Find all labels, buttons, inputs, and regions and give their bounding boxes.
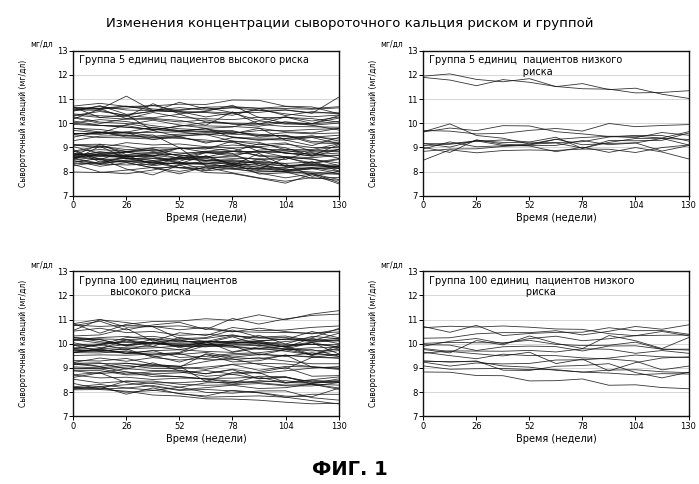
Text: Сывороточный кальций (мг/дл): Сывороточный кальций (мг/дл): [368, 280, 377, 408]
X-axis label: Время (недели): Время (недели): [166, 434, 246, 443]
Text: Группа 5 единиц  пациентов низкого
                              риска: Группа 5 единиц пациентов низкого риска: [428, 55, 622, 77]
X-axis label: Время (недели): Время (недели): [166, 213, 246, 223]
X-axis label: Время (недели): Время (недели): [516, 434, 596, 443]
Text: Сывороточный кальций (мг/дл): Сывороточный кальций (мг/дл): [18, 280, 27, 408]
Text: Сывороточный кальций (мг/дл): Сывороточный кальций (мг/дл): [18, 60, 27, 187]
Text: мг/дл: мг/дл: [30, 261, 53, 270]
Text: мг/дл: мг/дл: [380, 40, 403, 49]
Text: ФИГ. 1: ФИГ. 1: [312, 460, 387, 479]
Text: Группа 100 единиц пациентов
          высокого риска: Группа 100 единиц пациентов высокого рис…: [79, 275, 237, 297]
Text: мг/дл: мг/дл: [30, 40, 53, 49]
X-axis label: Время (недели): Время (недели): [516, 213, 596, 223]
Text: Группа 100 единиц  пациентов низкого
                               риска: Группа 100 единиц пациентов низкого риск…: [428, 275, 634, 297]
Text: Изменения концентрации сывороточного кальция риском и группой: Изменения концентрации сывороточного кал…: [106, 17, 593, 30]
Text: Группа 5 единиц пациентов высокого риска: Группа 5 единиц пациентов высокого риска: [79, 55, 308, 65]
Text: Сывороточный кальций (мг/дл): Сывороточный кальций (мг/дл): [368, 60, 377, 187]
Text: мг/дл: мг/дл: [380, 261, 403, 270]
